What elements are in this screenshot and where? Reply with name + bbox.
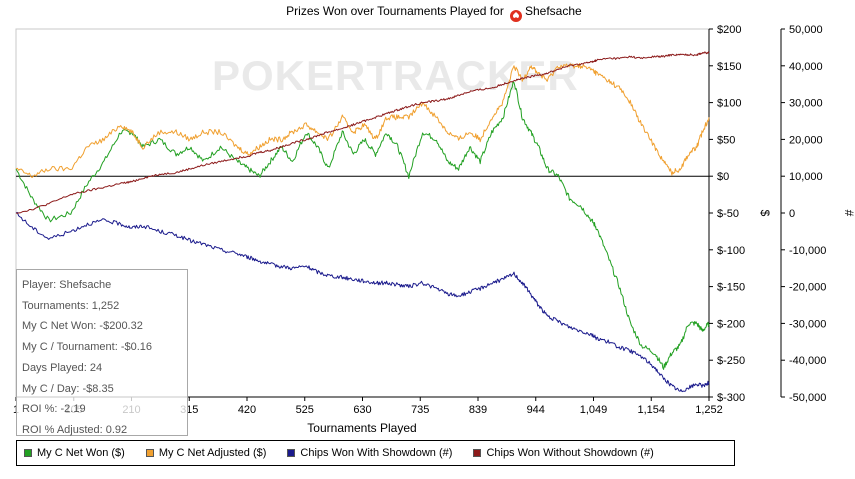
- x-tick-label: 1,154: [637, 404, 665, 416]
- right-y-tick-label: -50,000: [789, 392, 826, 404]
- legend-swatch-with-showdown: [287, 449, 296, 457]
- right-y-tick-label: 50,000: [789, 24, 823, 36]
- stat-roi-adjusted: ROI % Adjusted: 0.92: [22, 423, 128, 436]
- legend-label-net-adjusted: My C Net Adjusted ($): [158, 447, 267, 459]
- x-axis-title: Tournaments Played: [307, 421, 416, 435]
- right-y-tick-label: -40,000: [789, 355, 826, 367]
- legend-label-with-showdown: Chips Won With Showdown (#): [300, 447, 453, 459]
- right-y-tick-label: -10,000: [789, 245, 826, 257]
- stat-per-day: My C / Day: -$8.35: [22, 382, 114, 395]
- legend-swatch-without-showdown: [473, 449, 482, 457]
- right-y-tick-label: -20,000: [789, 282, 826, 294]
- right-y-tick-label: 40,000: [789, 61, 823, 73]
- legend-item-net-adjusted[interactable]: My C Net Adjusted ($): [145, 447, 267, 459]
- stat-net-won: My C Net Won: -$200.32: [22, 320, 143, 333]
- poker-suit-icon: [510, 10, 522, 22]
- left-y-tick-label: $200: [717, 24, 741, 36]
- left-y-tick-label: $50: [717, 134, 735, 146]
- chart-title: Prizes Won over Tournaments Played for: [286, 4, 504, 18]
- stat-roi: ROI %: -2.19: [22, 403, 86, 416]
- legend-swatch-net-adjusted: [145, 449, 154, 457]
- stats-box: Player: Shefsache Tournaments: 1,252 My …: [16, 269, 188, 436]
- left-y-axis-title: $: [758, 210, 772, 217]
- legend-label-without-showdown: Chips Won Without Showdown (#): [486, 447, 654, 459]
- series-line-3: [15, 51, 710, 214]
- left-y-tick-label: $-50: [717, 208, 739, 220]
- legend-item-with-showdown[interactable]: Chips Won With Showdown (#): [287, 447, 452, 459]
- right-y-axis-ticks: 50,000 40,000 30,000 20,000 10,000 0 -10,000 -2…: [781, 24, 826, 404]
- x-tick-label: 525: [296, 404, 314, 416]
- x-tick-label: 1,049: [580, 404, 608, 416]
- stat-player: Player: Shefsache: [22, 279, 112, 291]
- legend-item-net-won[interactable]: My C Net Won ($): [24, 447, 125, 459]
- series-line-0: [15, 81, 710, 370]
- right-y-tick-label: 10,000: [789, 171, 823, 183]
- left-y-tick-label: $-250: [717, 355, 745, 367]
- series-line-2: [15, 211, 710, 393]
- left-y-tick-label: $100: [717, 98, 741, 110]
- stat-days-played: Days Played: 24: [22, 361, 103, 374]
- x-tick-label: 630: [353, 404, 371, 416]
- player-name: Shefsache: [525, 4, 582, 18]
- left-y-tick-label: $-300: [717, 392, 745, 404]
- series-lines: [15, 51, 710, 393]
- right-y-tick-label: -30,000: [789, 318, 826, 330]
- right-y-axis-title: #: [842, 210, 855, 217]
- right-y-tick-label: 20,000: [789, 134, 823, 146]
- legend-label-net-won: My C Net Won ($): [37, 447, 125, 459]
- right-y-tick-label: 30,000: [789, 98, 823, 110]
- left-y-tick-label: $-150: [717, 282, 745, 294]
- x-tick-label: 839: [469, 404, 487, 416]
- legend-item-without-showdown[interactable]: Chips Won Without Showdown (#): [473, 447, 654, 459]
- stat-tournaments: Tournaments: 1,252: [22, 299, 120, 312]
- left-y-axis-ticks: $200 $150 $100 $50 $0 $-50 $-100 $-150 $-200 $-25…: [709, 24, 745, 404]
- left-y-tick-label: $-100: [717, 245, 745, 257]
- series-line-1: [15, 63, 710, 178]
- x-tick-label: 1,252: [695, 404, 723, 416]
- left-y-tick-label: $-200: [717, 318, 745, 330]
- x-tick-label: 944: [527, 404, 545, 416]
- left-y-tick-label: $0: [717, 171, 729, 183]
- watermark: POKERTRACKER: [212, 52, 579, 99]
- stat-per-tournament: My C / Tournament: -$0.16: [22, 341, 153, 354]
- x-tick-label: 420: [238, 404, 256, 416]
- left-y-tick-label: $150: [717, 61, 741, 73]
- right-y-tick-label: 0: [789, 208, 795, 220]
- legend-swatch-net-won: [24, 449, 32, 457]
- x-tick-label: 735: [411, 404, 429, 416]
- legend: My C Net Won ($) My C Net Adjusted ($) C…: [16, 440, 735, 466]
